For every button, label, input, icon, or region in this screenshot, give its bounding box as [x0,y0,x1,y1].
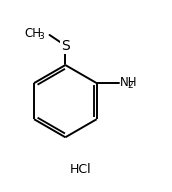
Text: 2: 2 [127,81,133,90]
Text: 3: 3 [39,32,44,41]
Text: HCl: HCl [70,163,92,176]
Text: NH: NH [120,76,137,89]
Text: S: S [61,39,70,53]
Text: CH: CH [24,27,41,40]
